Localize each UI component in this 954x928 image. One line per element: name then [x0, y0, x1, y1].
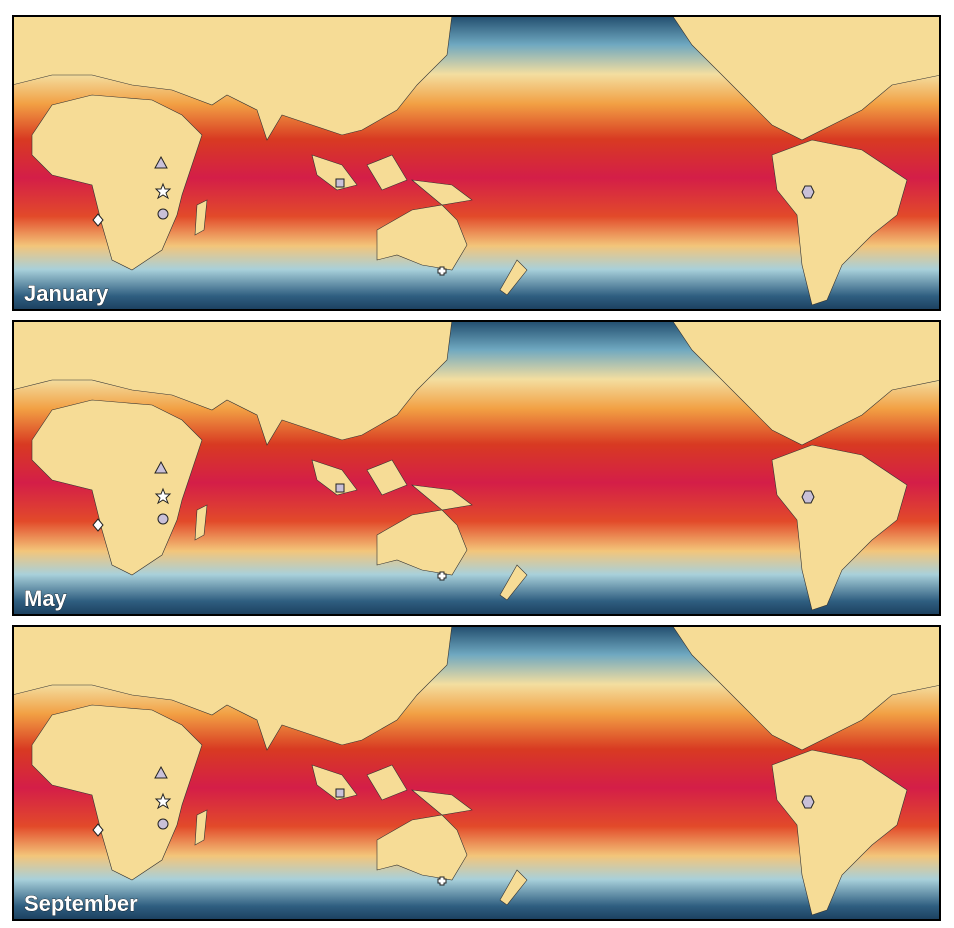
panel-border	[12, 320, 941, 616]
map-panel: January	[12, 15, 941, 311]
map-panel: May	[12, 320, 941, 616]
map-panel: September	[12, 625, 941, 921]
panel-border	[12, 625, 941, 921]
panel-border	[12, 15, 941, 311]
panel-label: May	[24, 586, 68, 611]
panel-label: September	[24, 891, 138, 916]
panel-label: January	[24, 281, 109, 306]
